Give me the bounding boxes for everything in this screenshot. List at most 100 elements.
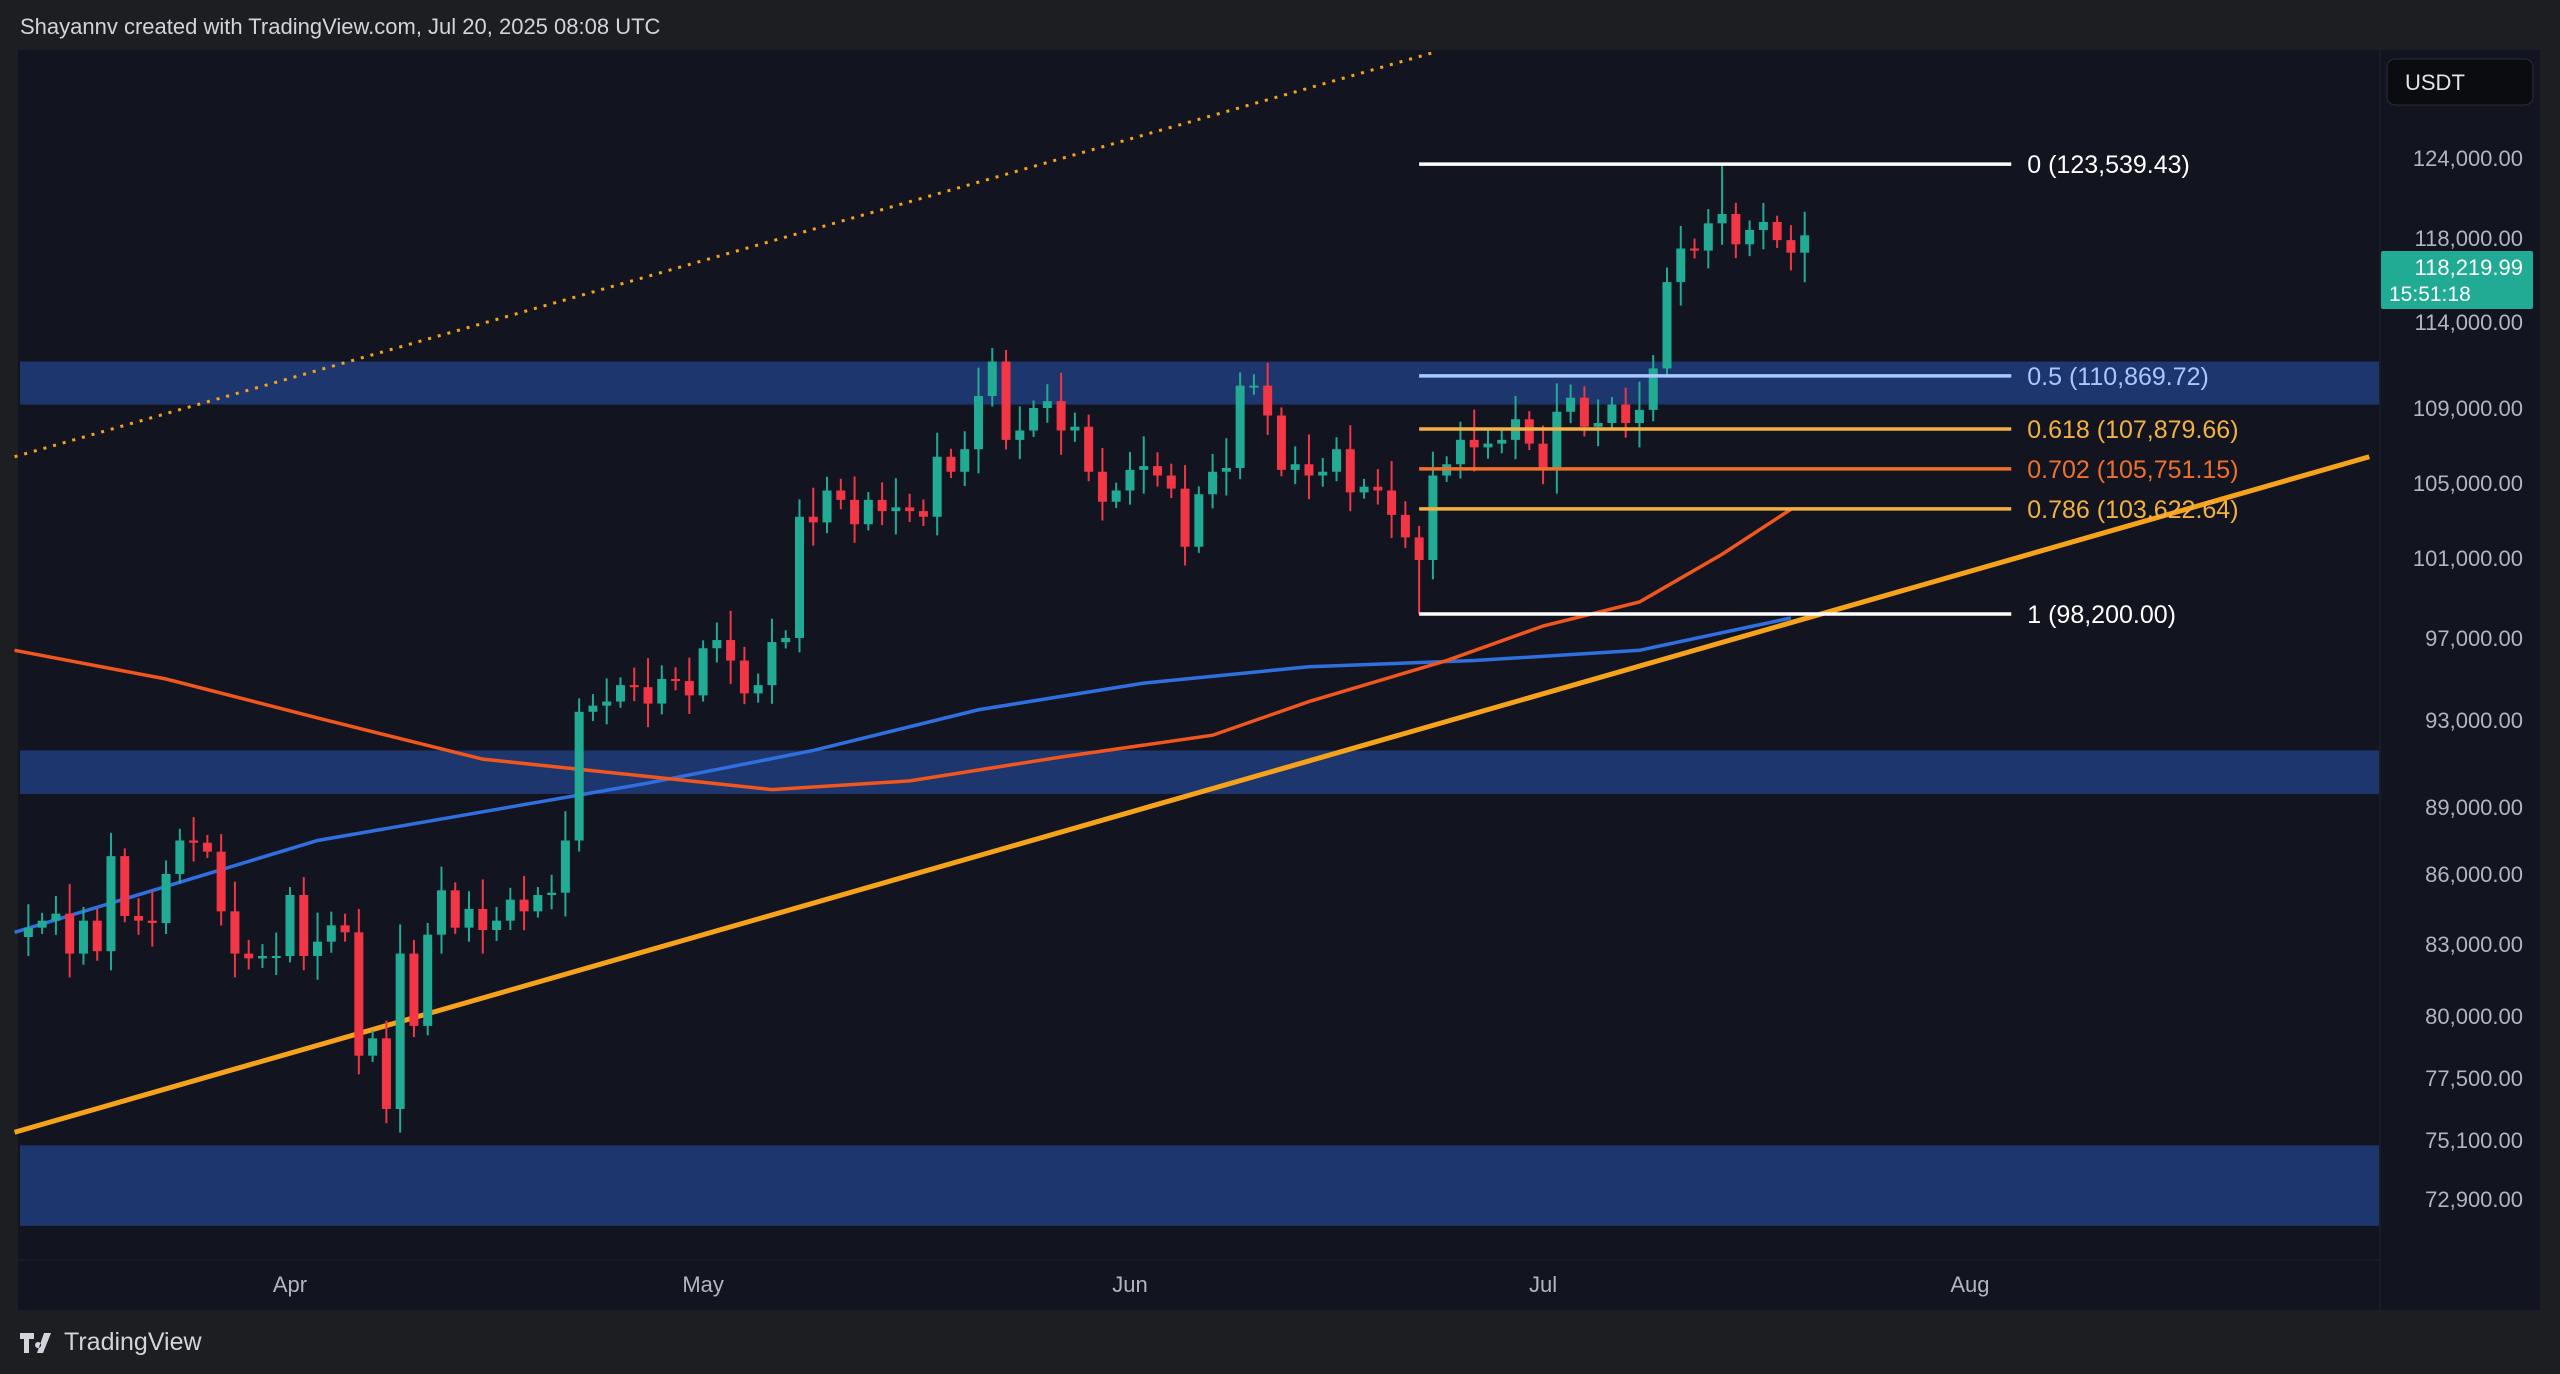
candle: [1497, 427, 1507, 454]
candle: [340, 913, 350, 942]
candle-body: [1690, 248, 1700, 251]
candle-body: [1607, 404, 1617, 423]
candle-body: [987, 361, 997, 396]
candle-body: [505, 899, 515, 921]
candle: [987, 348, 997, 407]
candle-body: [368, 1038, 378, 1056]
time-axis[interactable]: Apr May Jun Jul Aug: [273, 1272, 1990, 1297]
candle: [409, 939, 419, 1037]
ascending-trendline: [13, 454, 2370, 1135]
candle: [1263, 362, 1273, 436]
candle-body: [1263, 385, 1273, 416]
fibonacci-retracement[interactable]: 0 (123,539.43) 0.5 (110,869.72) 0.618 (107…: [1419, 151, 2239, 629]
candle: [1345, 425, 1355, 512]
candle: [92, 908, 102, 961]
candle: [850, 476, 860, 543]
candle-body: [381, 1038, 391, 1109]
price-tick-label: 83,000.00: [2425, 932, 2523, 957]
candle-body: [1029, 408, 1039, 431]
candle-body: [1648, 368, 1658, 410]
candle-body: [189, 840, 199, 843]
candle: [602, 678, 612, 725]
price-axis[interactable]: 124,000.00 118,000.00 114,000.00 109,000.00…: [2413, 146, 2523, 1212]
price-tick-label: 89,000.00: [2425, 795, 2523, 820]
candle-body: [423, 934, 433, 1026]
candle: [147, 891, 157, 947]
date-tick-label: May: [682, 1272, 724, 1297]
candle-body: [918, 511, 928, 517]
candle: [1428, 451, 1438, 580]
candle: [1566, 384, 1576, 424]
candle-body: [78, 920, 88, 954]
candle-body: [863, 499, 873, 525]
candle-body: [313, 941, 323, 956]
candle-body: [230, 911, 240, 954]
candle-body: [643, 687, 653, 704]
candle-body: [629, 685, 639, 688]
candle: [1153, 452, 1163, 487]
candle-body: [1455, 439, 1465, 465]
candle-body: [547, 892, 557, 895]
date-tick-label: Jun: [1112, 1272, 1147, 1297]
candle: [436, 866, 446, 954]
candle-body: [671, 679, 681, 682]
candle: [1703, 209, 1713, 269]
candle: [629, 667, 639, 702]
candle: [739, 646, 749, 705]
candle: [1318, 457, 1328, 487]
candle-body: [409, 953, 419, 1026]
candle-body: [1676, 248, 1686, 283]
candle-body: [684, 681, 694, 696]
fib-level-label: 1 (98,200.00): [2027, 601, 2176, 629]
candle-body: [1621, 404, 1631, 423]
candle-body: [354, 932, 364, 1056]
candle: [974, 367, 983, 474]
candle: [257, 944, 267, 968]
candle-body: [1662, 282, 1672, 369]
candle-body: [1166, 475, 1176, 489]
candle: [313, 912, 323, 980]
candle-body: [134, 916, 144, 921]
candle-body: [1332, 449, 1342, 472]
candle: [423, 922, 433, 1036]
candle: [684, 657, 694, 714]
candle: [106, 832, 116, 971]
candle-body: [1634, 409, 1644, 423]
support-resistance-zones: [20, 361, 2379, 1226]
candle-body: [767, 642, 777, 686]
candle: [822, 476, 832, 534]
candle-body: [1097, 471, 1107, 502]
candle-body: [1235, 385, 1245, 468]
candle-body: [1153, 466, 1163, 476]
candle: [1097, 447, 1107, 521]
candle: [450, 882, 460, 934]
candle-body: [712, 640, 722, 649]
candle: [1552, 383, 1562, 494]
moving-average-blue: [14, 616, 1792, 935]
candle-body: [175, 840, 185, 874]
price-tick-label: 124,000.00: [2413, 146, 2523, 171]
candle-body: [436, 890, 446, 935]
candle: [1538, 425, 1548, 485]
candle: [354, 908, 364, 1075]
candle-body: [1483, 443, 1493, 448]
fib-level-label: 0.618 (107,879.66): [2027, 416, 2238, 444]
candle: [120, 848, 130, 923]
candle: [244, 939, 254, 970]
candle-body: [340, 925, 350, 933]
candle-body: [932, 456, 942, 517]
candle: [1221, 438, 1231, 496]
candle: [216, 834, 226, 926]
currency-button[interactable]: USDT: [2386, 58, 2534, 106]
candle: [533, 887, 543, 918]
price-tick-label: 77,500.00: [2425, 1066, 2523, 1091]
candle-body: [1290, 464, 1300, 470]
candle: [230, 881, 240, 978]
candle-body: [216, 851, 226, 912]
candle-body: [1015, 430, 1025, 440]
tradingview-logo[interactable]: TradingView: [20, 1328, 202, 1357]
candle: [381, 1020, 391, 1124]
candle: [1634, 381, 1644, 448]
candle: [1111, 482, 1121, 508]
